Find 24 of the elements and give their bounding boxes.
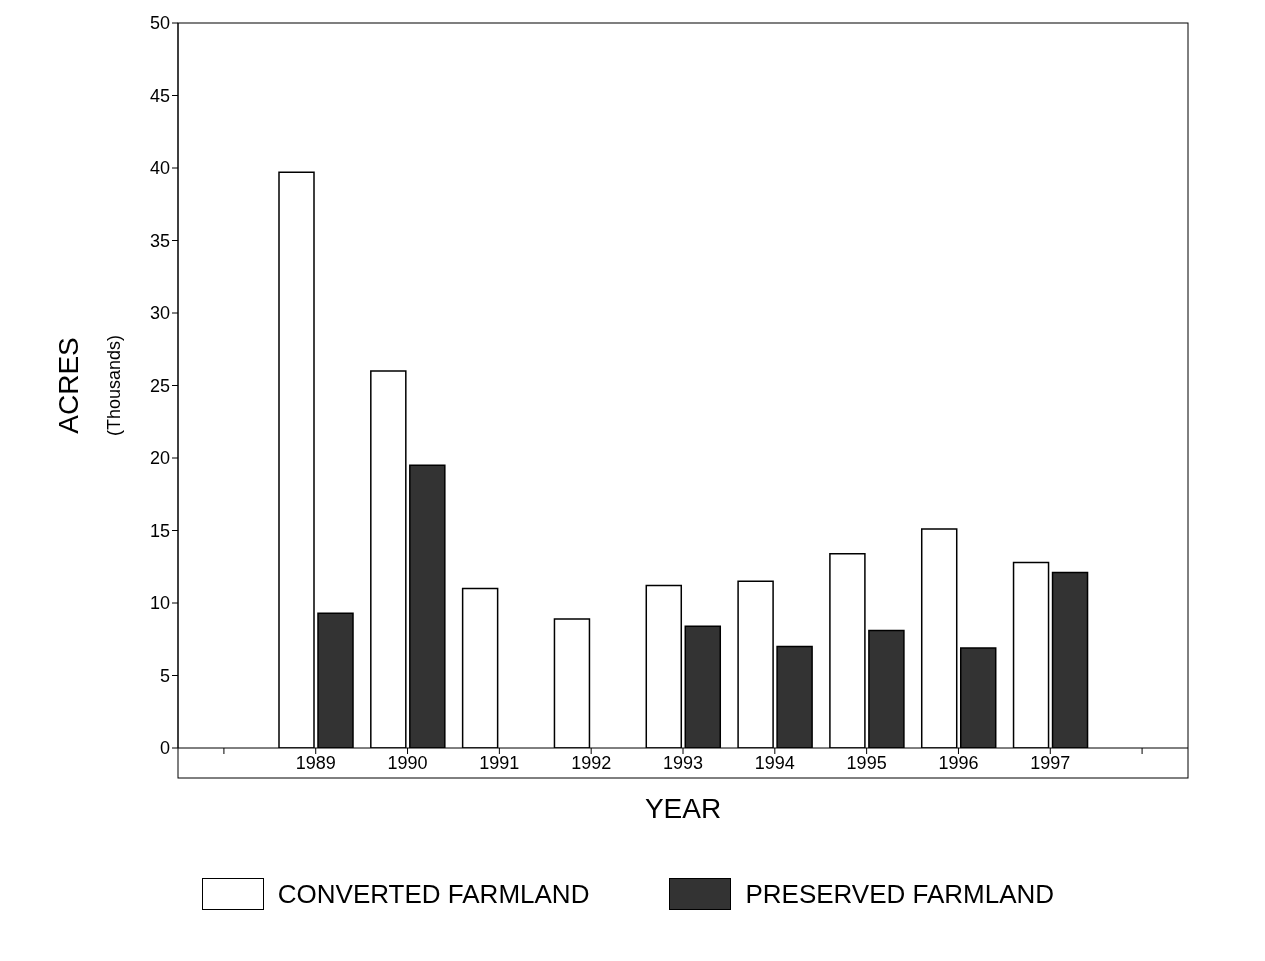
y-tick-label: 15	[149, 520, 170, 541]
y-tick-label: 5	[159, 665, 170, 686]
x-tick-label: 1990	[387, 752, 428, 773]
x-tick-label: 1992	[571, 752, 612, 773]
y-tick-label: 25	[149, 375, 170, 396]
x-tick-label: 1993	[662, 752, 704, 773]
x-tick-label: 1989	[295, 752, 336, 773]
y-tick-label: 30	[149, 303, 170, 324]
y-axis-title: ACRES (Thousands)	[53, 334, 124, 437]
legend-label: PRESERVED FARMLAND	[745, 878, 1055, 910]
y-tick-label: 40	[149, 158, 170, 179]
x-tick-label: 1996	[938, 752, 979, 773]
y-tick-label: 20	[149, 448, 170, 469]
y-tick-label: 10	[149, 593, 170, 614]
legend-label: CONVERTED FARMLAND	[277, 878, 590, 910]
y-tick-label: 45	[149, 85, 170, 106]
y-tick-label: 0	[159, 738, 170, 759]
x-tick-label: 1991	[479, 752, 520, 773]
x-tick-label: 1994	[754, 752, 795, 773]
x-tick-label: 1995	[846, 752, 887, 773]
y-tick-label: 50	[149, 13, 170, 34]
x-tick-label: 1997	[1030, 752, 1071, 773]
y-tick-label: 35	[149, 230, 170, 251]
x-axis-title: YEAR	[644, 793, 722, 824]
